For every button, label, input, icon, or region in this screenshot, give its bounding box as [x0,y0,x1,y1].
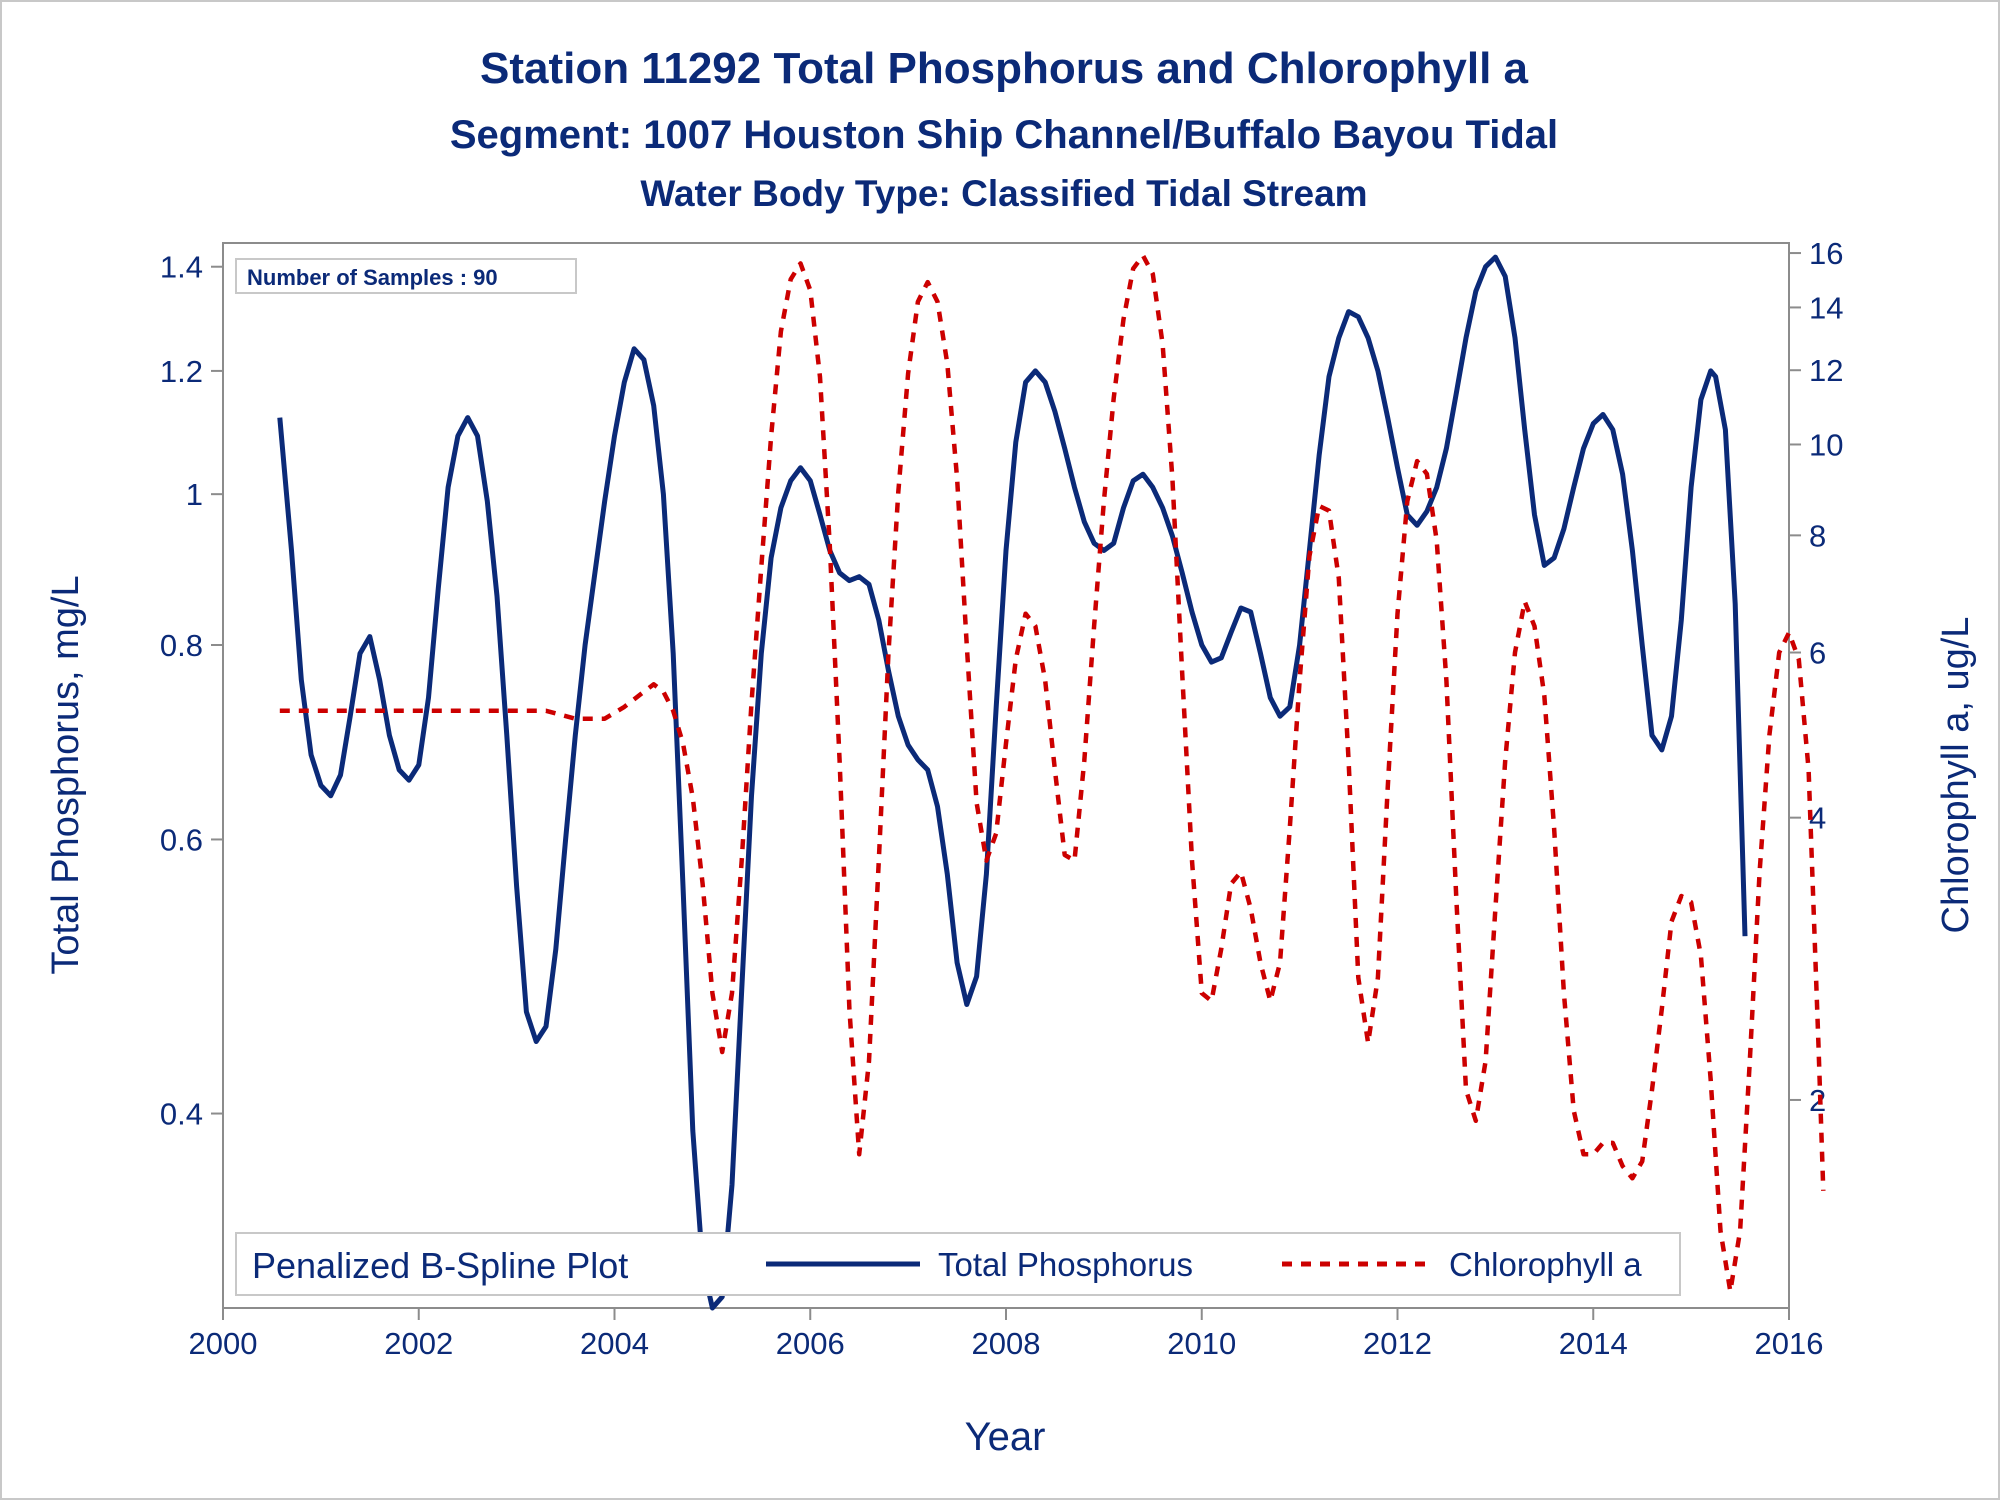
x-axis-label: Year [965,1415,1046,1459]
chart-subtitle-2: Water Body Type: Classified Tidal Stream [640,173,1367,214]
legend: Penalized B-Spline Plot Total Phosphorus… [235,1232,1681,1296]
x-tick-label: 2006 [776,1326,845,1361]
y2-tick-label: 14 [1809,290,1843,325]
series-line-chlorophyll-a [279,253,1826,1294]
plot-area [222,242,1790,1309]
y-tick-label: 0.4 [160,1097,203,1132]
y2-tick-label: 4 [1809,801,1826,836]
y-axis-right: 2 4 6 8 10 12 14 16 [1789,236,1843,1118]
chart-title: Station 11292 Total Phosphorus and Chlor… [480,44,1529,93]
y2-tick-label: 16 [1809,236,1843,271]
y2-tick-label: 10 [1809,427,1843,462]
x-tick-label: 2012 [1363,1326,1432,1361]
x-tick-label: 2016 [1755,1326,1824,1361]
y-tick-label: 0.8 [160,628,203,663]
x-tick-label: 2002 [384,1326,453,1361]
x-tick-label: 2004 [580,1326,649,1361]
chart-subtitle: Segment: 1007 Houston Ship Channel/Buffa… [450,113,1558,157]
series-layer [277,253,1826,1311]
sample-count-inset: Number of Samples : 90 [235,258,577,294]
x-tick-label: 2000 [189,1326,258,1361]
y-tick-label: 1.4 [160,250,203,285]
series-line-total-phosphorus [277,254,1748,1311]
sample-count-text: Number of Samples : 90 [247,265,498,290]
y2-axis-label: Chlorophyll a, ug/L [1935,617,1977,934]
x-tick-label: 2014 [1559,1326,1628,1361]
legend-label-total-phosphorus: Total Phosphorus [938,1246,1193,1283]
y-axis-left: 0.4 0.6 0.8 1 1.2 1.4 [160,250,223,1132]
x-tick-label: 2010 [1167,1326,1236,1361]
legend-label-chlorophyll-a: Chlorophyll a [1449,1246,1642,1283]
x-axis: 2000 2002 2004 2006 2008 2010 2012 2014 2016 [189,1308,1824,1361]
y-axis-label: Total Phosphorus, mg/L [45,575,87,974]
y2-tick-label: 2 [1809,1083,1826,1118]
x-tick-label: 2008 [972,1326,1041,1361]
y-tick-label: 1 [186,477,203,512]
y2-tick-label: 8 [1809,518,1826,553]
y-tick-label: 1.2 [160,354,203,389]
y2-tick-label: 6 [1809,636,1826,671]
legend-title: Penalized B-Spline Plot [252,1245,628,1286]
y2-tick-label: 12 [1809,353,1843,388]
y-tick-label: 0.6 [160,822,203,857]
